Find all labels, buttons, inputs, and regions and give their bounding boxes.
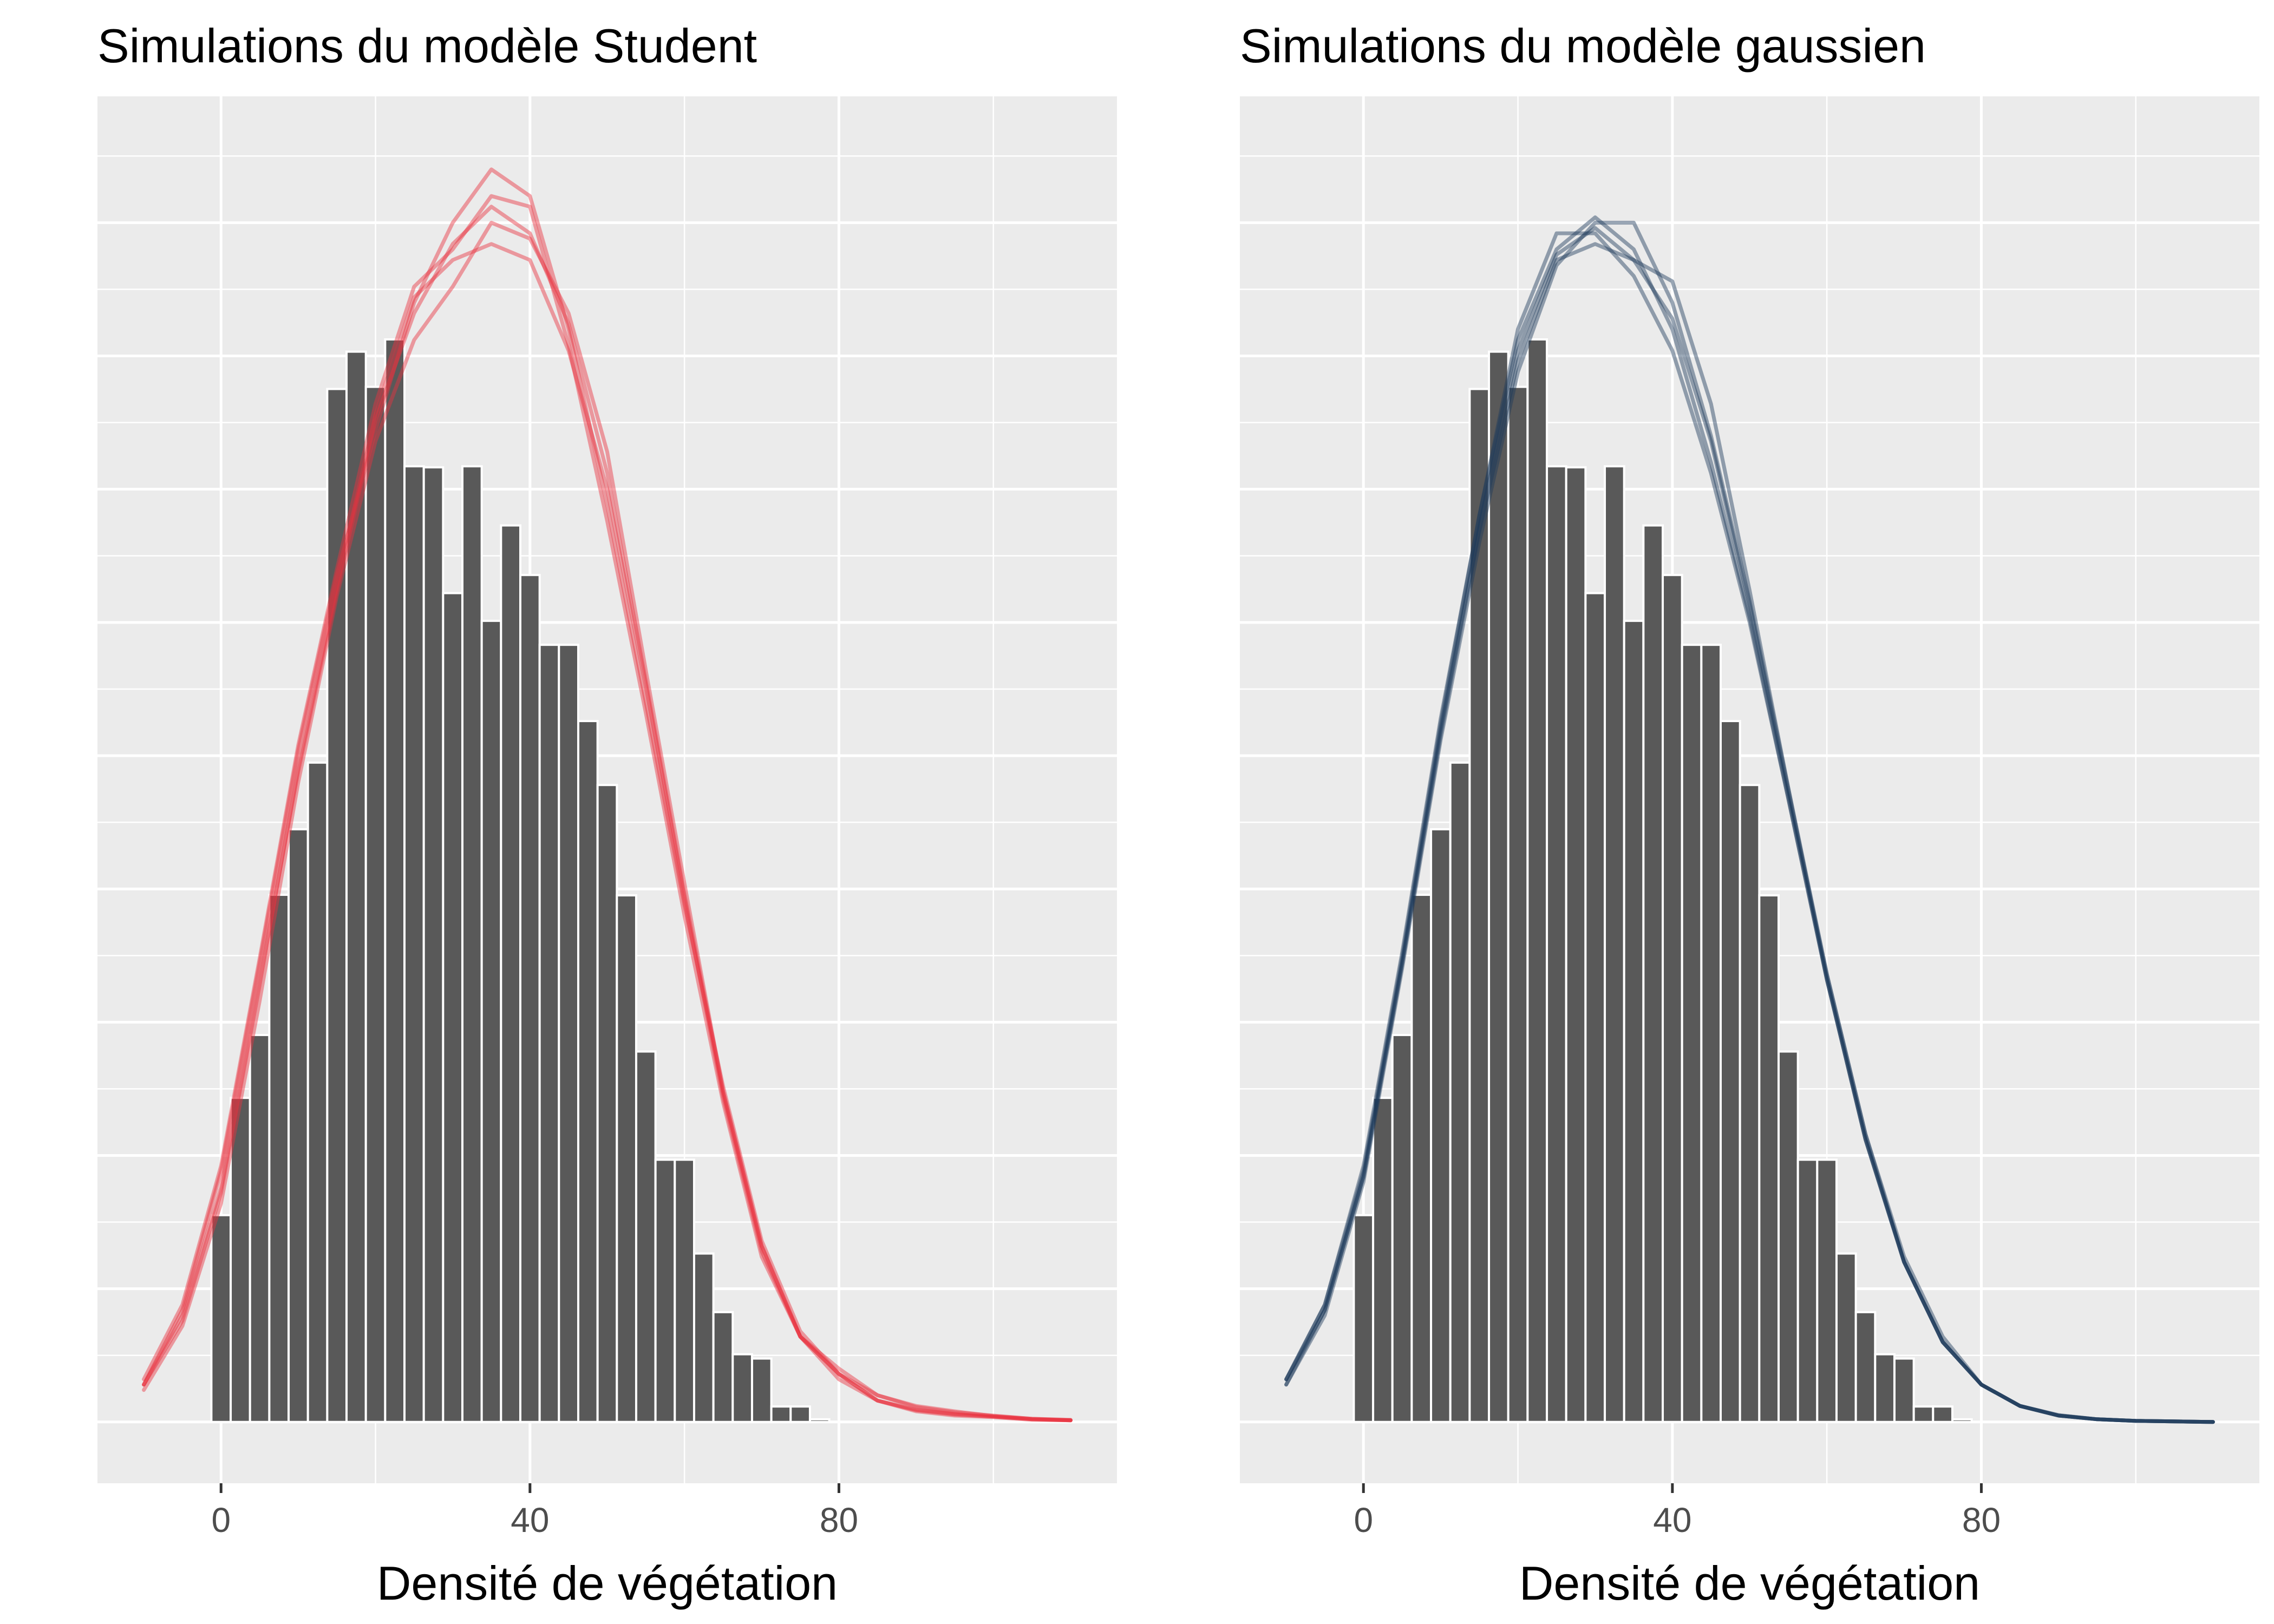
x-axis-ticks: 0 40 80 [1354, 1483, 2001, 1540]
histogram-bar [1912, 1405, 1935, 1423]
histogram-bar [230, 1097, 251, 1423]
histogram-bar [789, 1405, 811, 1423]
histogram-bar [577, 719, 599, 1423]
histogram-bar [538, 644, 560, 1423]
histogram-bar [1854, 1311, 1877, 1423]
density-curve [142, 220, 1073, 1423]
histogram-bar [1951, 1418, 1973, 1423]
histogram-bar [1642, 524, 1664, 1423]
histogram-bar [731, 1353, 753, 1423]
histogram-bar [1932, 1405, 1953, 1423]
histogram-bar [384, 338, 406, 1423]
histogram-bar [249, 1033, 271, 1423]
density-curve [142, 205, 1073, 1423]
histogram-bar [268, 893, 290, 1423]
histogram-bar [692, 1252, 715, 1423]
histogram-bar [442, 592, 464, 1423]
density-curve [1284, 226, 2215, 1424]
histogram-bar [712, 1311, 734, 1423]
histogram-bar [635, 1050, 657, 1423]
histogram-bar [770, 1405, 792, 1423]
panel-title: Simulations du modèle gaussien [1240, 19, 1926, 73]
x-tick-label: 80 [820, 1501, 858, 1540]
histogram-bar [654, 1158, 676, 1423]
density-curve [1284, 231, 2215, 1424]
histogram-bar [422, 466, 445, 1423]
histogram-bar [1372, 1097, 1394, 1423]
density-curves [142, 167, 1073, 1423]
x-axis-title: Densité de végétation [1519, 1556, 1980, 1610]
histogram-bar [596, 784, 618, 1423]
histogram-bar [1720, 719, 1741, 1423]
histogram-bar [364, 385, 387, 1423]
x-axis-ticks: 0 40 80 [211, 1483, 858, 1540]
histogram-bar [674, 1158, 695, 1423]
panel-gaussien: Simulations du modèle gaussien 0 40 80 Den… [1240, 19, 2259, 1610]
histogram-bar [616, 894, 637, 1423]
x-tick-label: 0 [1354, 1501, 1373, 1540]
density-curves [1284, 215, 2215, 1424]
histogram-bar [1430, 828, 1452, 1423]
x-tick-label: 40 [511, 1501, 549, 1540]
histogram-bars [210, 338, 831, 1423]
histogram-bar [1488, 350, 1510, 1423]
histogram-bar [1391, 1033, 1413, 1423]
histogram-bar [1662, 574, 1683, 1423]
panel-student: Simulations du modèle Student 0 40 80 Dens… [97, 19, 1117, 1610]
histogram-bar [1700, 644, 1722, 1423]
histogram-bar [519, 574, 541, 1423]
histogram-bar [1816, 1158, 1838, 1423]
histogram-bar [1796, 1158, 1819, 1423]
histogram-bar [1835, 1252, 1857, 1423]
histogram-bar [1893, 1357, 1915, 1423]
histogram-bar [1526, 338, 1548, 1423]
histogram-bar [1507, 385, 1529, 1423]
histogram-bar [750, 1357, 773, 1423]
density-curve [142, 242, 1073, 1423]
histogram-bar [1739, 784, 1761, 1423]
x-tick-label: 80 [1962, 1501, 2001, 1540]
histogram-bar [287, 828, 309, 1423]
histogram-bar [1410, 893, 1433, 1423]
histogram-bar [1565, 466, 1587, 1423]
density-curve [142, 167, 1073, 1422]
density-curve [1284, 220, 2215, 1424]
histogram-bar [500, 524, 522, 1423]
x-tick-label: 40 [1653, 1501, 1691, 1540]
histogram-bar [1758, 894, 1780, 1423]
density-curve [142, 194, 1073, 1423]
density-curve [1284, 242, 2215, 1424]
histogram-bar [558, 644, 580, 1423]
histogram-bar [345, 350, 367, 1423]
histogram-bar [1874, 1353, 1896, 1423]
histogram-bar [808, 1418, 831, 1423]
histogram-bar [1681, 644, 1703, 1423]
histogram-bar [210, 1214, 232, 1423]
x-tick-label: 0 [211, 1501, 231, 1540]
histogram-bar [403, 465, 425, 1423]
x-axis-title: Densité de végétation [377, 1556, 838, 1610]
density-curve [1284, 215, 2215, 1424]
histogram-bar [1449, 761, 1471, 1423]
histogram-bar [1777, 1050, 1799, 1423]
histogram-bar [306, 761, 329, 1423]
histogram-bar [1546, 465, 1567, 1423]
histogram-bar [326, 388, 348, 1423]
histogram-bar [1584, 592, 1606, 1423]
histogram-bar [1604, 465, 1625, 1423]
histogram-bar [1352, 1214, 1375, 1423]
histogram-bar [1468, 388, 1491, 1423]
histogram-bar [461, 465, 483, 1423]
panel-title: Simulations du modèle Student [97, 19, 757, 73]
histogram-bars [1352, 338, 1973, 1423]
histogram-bar [1623, 619, 1645, 1423]
histogram-bar [480, 619, 502, 1423]
